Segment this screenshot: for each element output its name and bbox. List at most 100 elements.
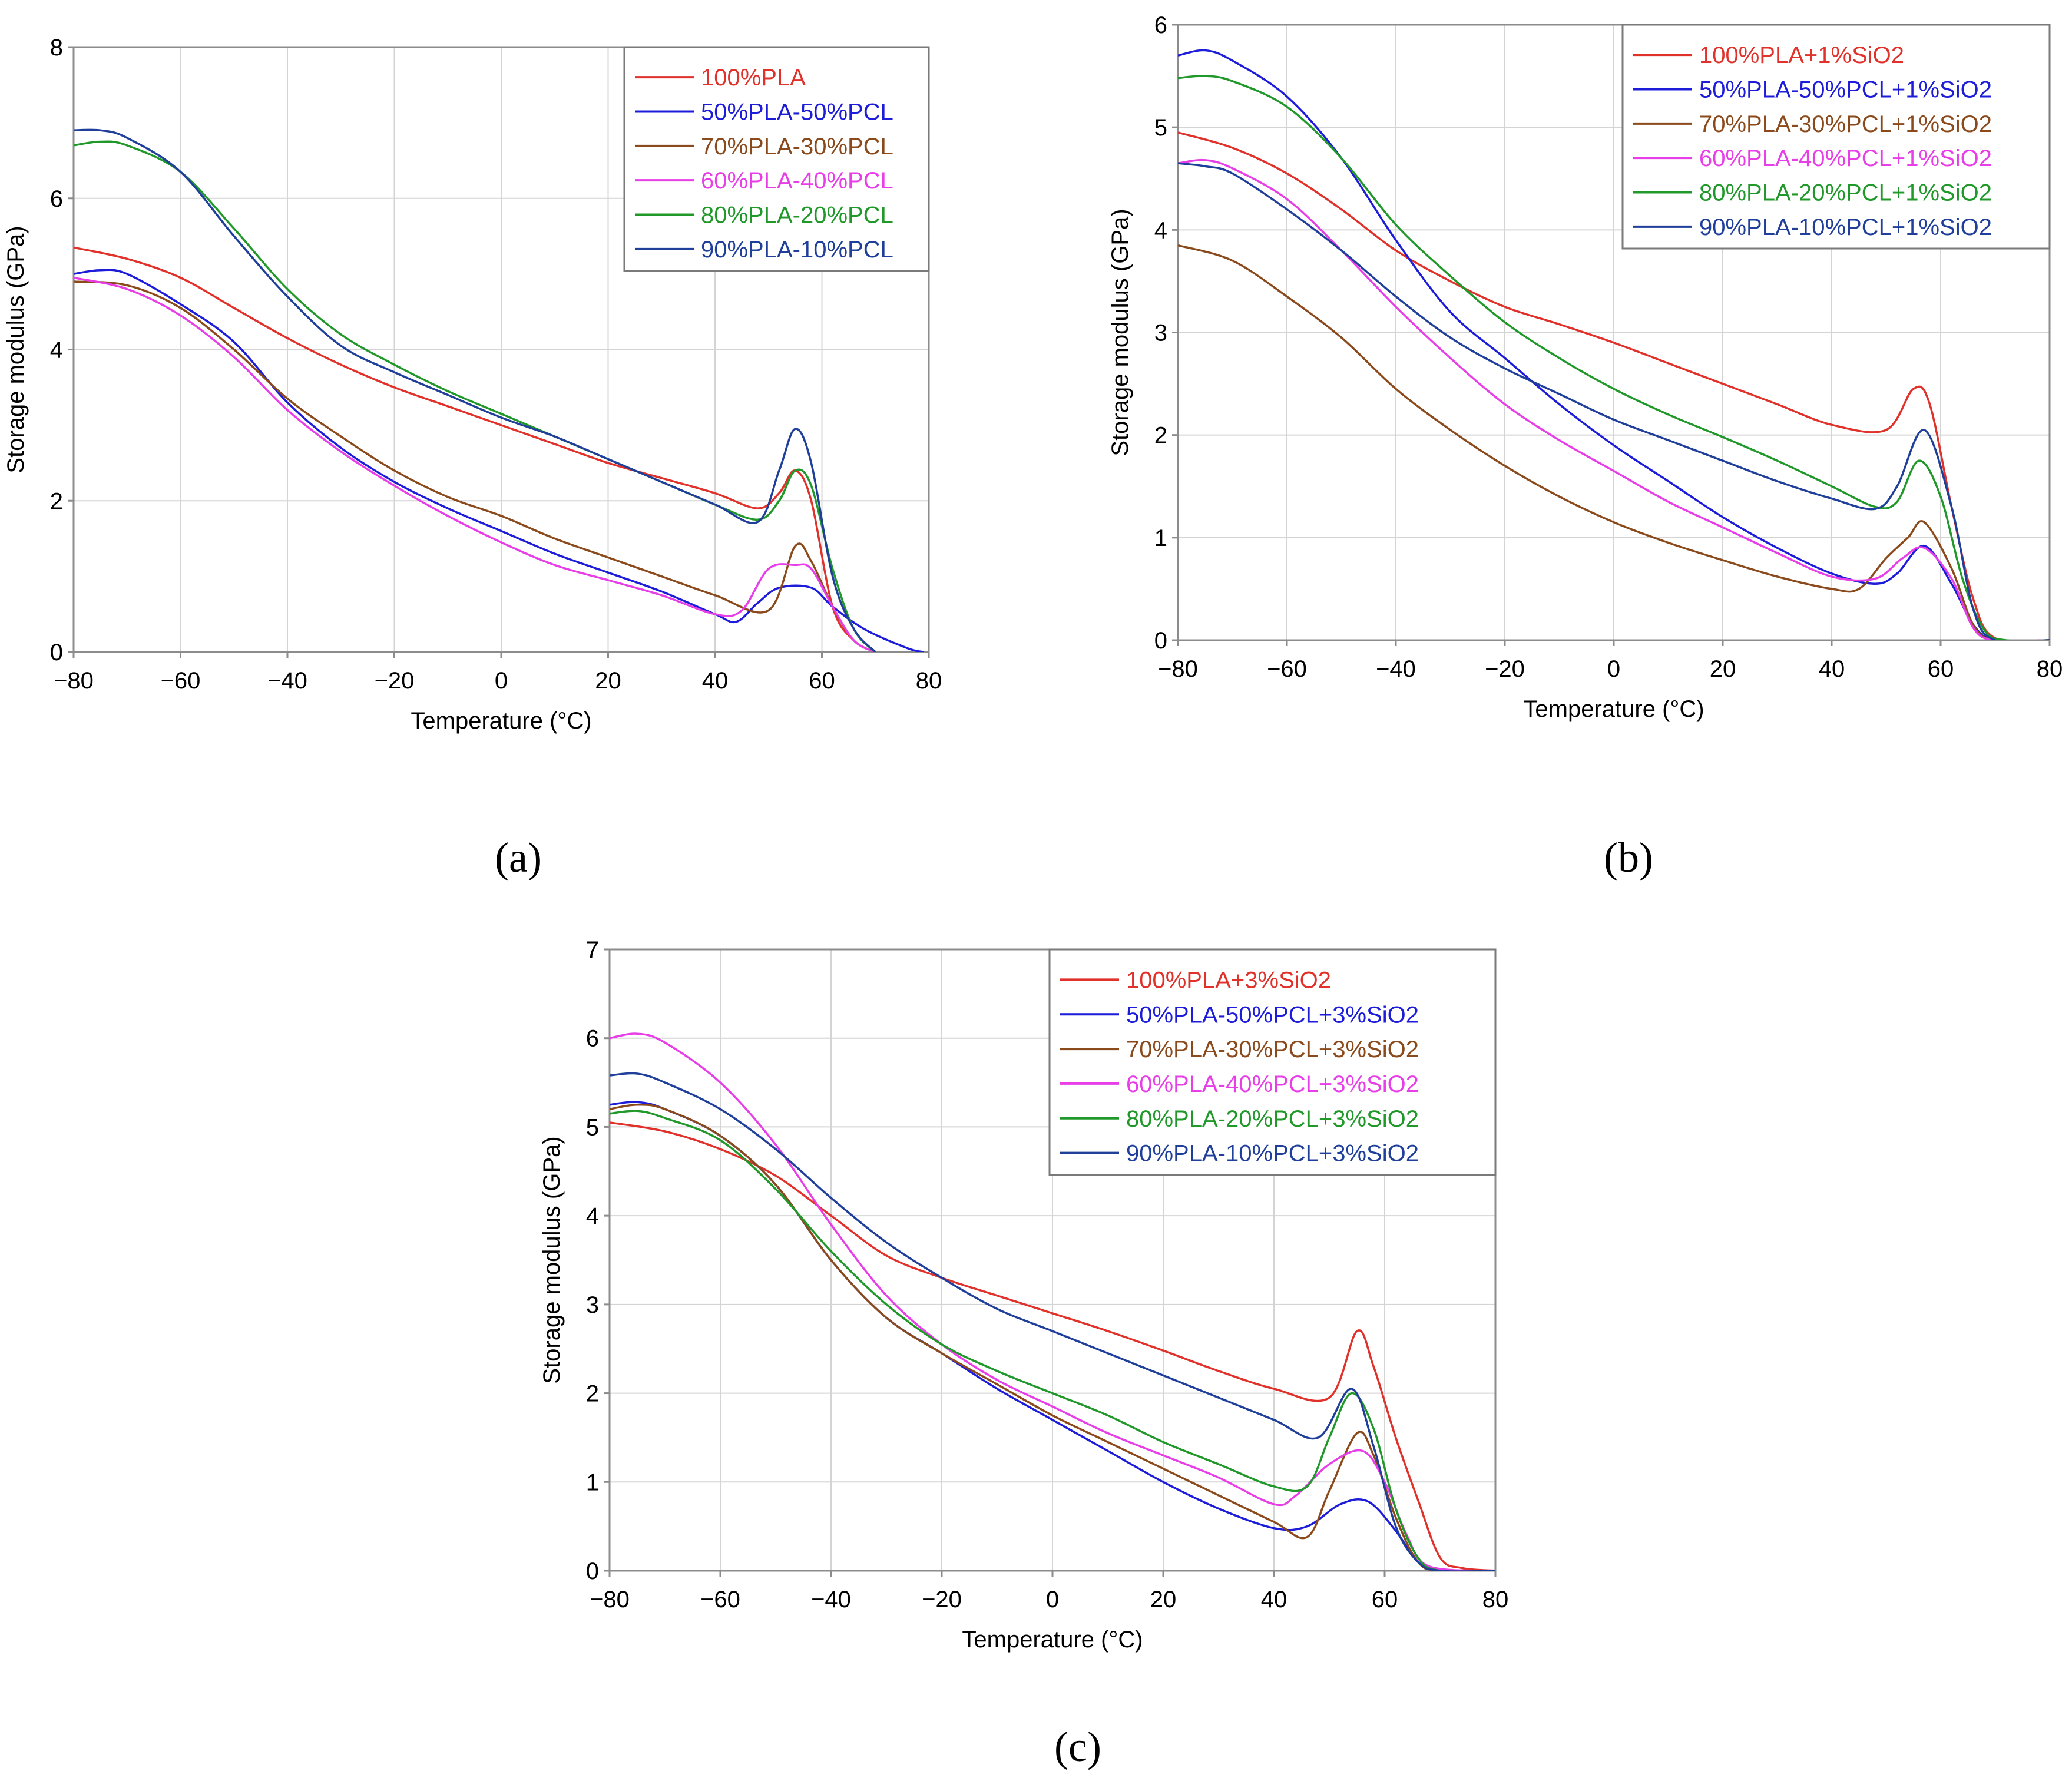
y-tick-label: 8	[50, 35, 63, 61]
x-tick-label: 80	[1482, 1587, 1509, 1613]
panel-caption-a: (a)	[495, 834, 542, 881]
x-tick-label: 0	[1607, 656, 1620, 682]
x-tick-label: −40	[1376, 656, 1416, 682]
series-group	[610, 1032, 1495, 1571]
y-tick-label: 5	[1154, 115, 1167, 141]
x-tick-label: −80	[1158, 656, 1198, 682]
series-line	[1178, 75, 2050, 640]
series-line	[1178, 244, 2050, 640]
series-line	[610, 1032, 1495, 1571]
panel-caption-c: (c)	[1054, 1723, 1101, 1770]
series-line	[610, 1121, 1495, 1571]
series-line	[74, 280, 876, 652]
x-tick-label: 0	[495, 668, 508, 694]
y-tick-label: 4	[1154, 217, 1167, 243]
y-tick-label: 6	[586, 1026, 599, 1052]
x-axis-label: Temperature (°C)	[411, 708, 591, 734]
x-tick-label: −20	[922, 1587, 962, 1613]
series-line	[74, 128, 876, 652]
series-line	[74, 140, 876, 652]
series-line	[1178, 158, 2050, 640]
x-tick-label: −40	[267, 668, 307, 694]
series-line	[610, 1072, 1495, 1571]
chart-panel-a: −80 −60 −40 −20 0 20 40 60 80 0 2 4 6 8 Temperature (°…	[3, 35, 942, 734]
legend: 100%PLA+1%SiO2 50%PLA-50%PCL+1%SiO2 70%PLA…	[1621, 24, 2051, 250]
x-tick-label: 40	[1261, 1587, 1287, 1613]
y-tick-label: 5	[586, 1114, 599, 1140]
x-tick-label: 20	[1150, 1587, 1177, 1613]
y-tick-label: 6	[50, 186, 63, 212]
x-tick-label: −20	[375, 668, 415, 694]
legend-entry: 50%PLA-50%PCL	[701, 100, 893, 125]
x-tick-label: −60	[1267, 656, 1307, 682]
y-tick-label: 0	[50, 640, 63, 666]
legend-entry: 60%PLA-40%PCL+3%SiO2	[1126, 1071, 1419, 1097]
y-tick-label: 2	[586, 1381, 599, 1407]
y-tick-label: 4	[586, 1203, 599, 1229]
x-tick-label: 20	[1710, 656, 1736, 682]
x-tick-label: 80	[2037, 656, 2063, 682]
x-tick-label: −60	[700, 1587, 740, 1613]
x-tick-label: −20	[1485, 656, 1525, 682]
legend-entry: 70%PLA-30%PCL	[701, 134, 893, 160]
y-axis-label: Storage modulus (GPa)	[1107, 208, 1133, 456]
x-tick-label: −40	[811, 1587, 851, 1613]
legend-entry: 50%PLA-50%PCL+1%SiO2	[1699, 77, 1992, 103]
legend-entry: 90%PLA-10%PCL	[701, 237, 893, 263]
y-tick-label: 0	[1154, 628, 1167, 654]
y-tick-label: 6	[1154, 12, 1167, 38]
x-tick-label: 40	[1819, 656, 1845, 682]
x-tick-label: 20	[595, 668, 621, 694]
legend-entry: 80%PLA-20%PCL+3%SiO2	[1126, 1106, 1419, 1132]
legend-entry: 70%PLA-30%PCL+1%SiO2	[1699, 111, 1992, 137]
x-tick-label: 60	[1928, 656, 1954, 682]
x-tick-label: 0	[1046, 1587, 1059, 1613]
y-tick-label: 1	[1154, 525, 1167, 551]
y-axis-label: Storage modulus (GPa)	[539, 1136, 565, 1383]
series-line	[74, 276, 876, 652]
series-line	[1178, 49, 2050, 640]
x-axis-label: Temperature (°C)	[962, 1627, 1143, 1653]
x-tick-label: −80	[590, 1587, 630, 1613]
legend-entry: 80%PLA-20%PCL	[701, 203, 893, 229]
series-group	[1178, 49, 2050, 640]
series-group	[74, 128, 924, 652]
y-tick-label: 4	[50, 337, 63, 363]
legend-entry: 70%PLA-30%PCL+3%SiO2	[1126, 1037, 1419, 1062]
series-line	[74, 246, 876, 652]
x-tick-label: 60	[809, 668, 835, 694]
legend-box	[623, 46, 930, 272]
x-tick-label: 60	[1372, 1587, 1398, 1613]
y-axis-label: Storage modulus (GPa)	[3, 226, 29, 473]
x-axis-label: Temperature (°C)	[1523, 696, 1704, 722]
y-tick-label: 3	[586, 1292, 599, 1318]
series-line	[74, 269, 924, 652]
legend-entry: 50%PLA-50%PCL+3%SiO2	[1126, 1002, 1419, 1028]
series-line	[610, 1103, 1495, 1571]
legend-entry: 90%PLA-10%PCL+3%SiO2	[1126, 1141, 1419, 1167]
legend-entry: 100%PLA+3%SiO2	[1126, 967, 1331, 993]
x-tick-label: −60	[161, 668, 201, 694]
x-tick-label: 40	[702, 668, 729, 694]
chart-panel-b: −80 −60 −40 −20 0 20 40 60 80 0 1 2 3 4 5 6 Temperature …	[1107, 12, 2063, 722]
legend-entry: 80%PLA-20%PCL+1%SiO2	[1699, 180, 1992, 206]
legend-box	[1621, 24, 2051, 250]
legend-entry: 100%PLA+1%SiO2	[1699, 42, 1904, 68]
chart-panel-c: −80 −60 −40 −20 0 20 40 60 80 0 1 2 3 4 5 6 7 Temperature…	[539, 937, 1508, 1653]
y-tick-label: 2	[50, 488, 63, 514]
legend-entry: 60%PLA-40%PCL+1%SiO2	[1699, 145, 1992, 171]
y-tick-label: 7	[586, 937, 599, 963]
y-tick-label: 3	[1154, 320, 1167, 346]
legend-entry: 90%PLA-10%PCL+1%SiO2	[1699, 214, 1992, 240]
series-line	[1178, 162, 2050, 640]
y-tick-label: 1	[586, 1469, 599, 1495]
legend: 100%PLA 50%PLA-50%PCL 70%PLA-30%PCL 60%PLA-…	[623, 46, 930, 272]
y-tick-label: 2	[1154, 423, 1167, 449]
x-tick-label: −80	[54, 668, 94, 694]
legend-box	[1048, 948, 1497, 1176]
legend-entry: 100%PLA	[701, 65, 806, 91]
legend-entry: 60%PLA-40%PCL	[701, 168, 893, 194]
y-tick-label: 0	[586, 1558, 599, 1584]
legend: 100%PLA+3%SiO2 50%PLA-50%PCL+3%SiO2 70%PLA…	[1048, 948, 1497, 1176]
